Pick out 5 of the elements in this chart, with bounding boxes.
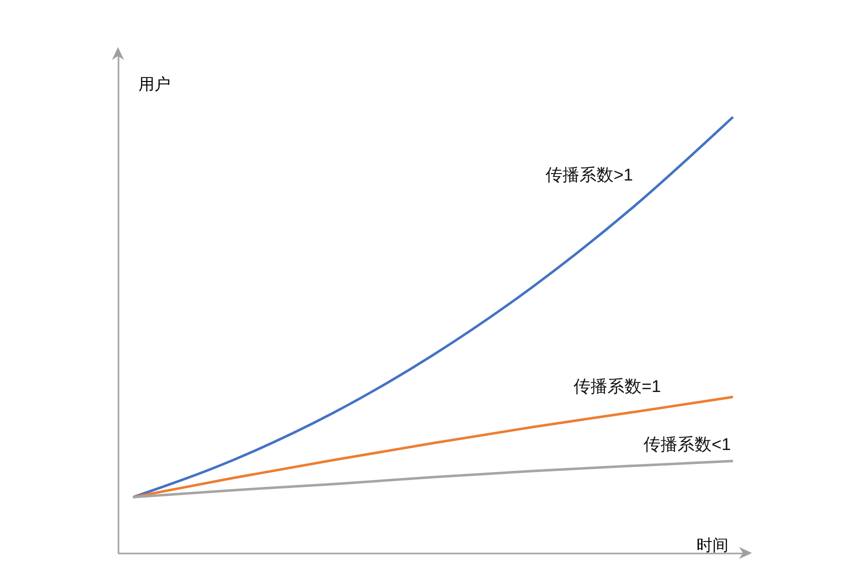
series-label: 传播系数>1 — [546, 165, 633, 184]
series-label: 传播系数<1 — [644, 435, 731, 454]
y-axis-title: 用户 — [138, 76, 170, 94]
series-label: 传播系数=1 — [574, 376, 661, 396]
x-axis-title: 时间 — [696, 536, 728, 554]
